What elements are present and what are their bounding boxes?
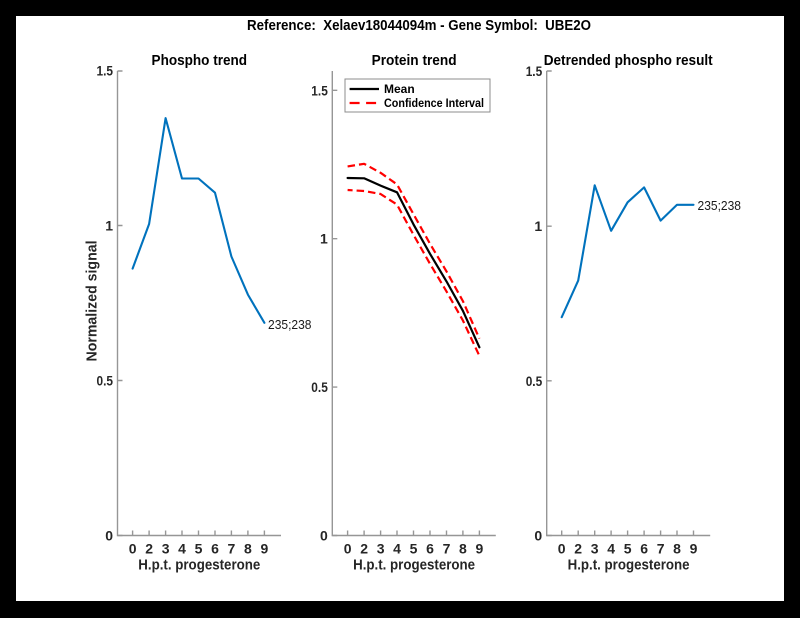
svg-text:6: 6 <box>211 541 219 557</box>
svg-text:1.5: 1.5 <box>97 63 114 79</box>
svg-text:1.5: 1.5 <box>526 63 543 79</box>
svg-text:6: 6 <box>640 541 648 557</box>
svg-text:9: 9 <box>690 541 698 557</box>
svg-text:0: 0 <box>129 541 137 557</box>
svg-text:8: 8 <box>459 541 467 557</box>
svg-text:7: 7 <box>443 541 451 557</box>
svg-text:4: 4 <box>178 541 186 557</box>
svg-text:Detrended phospho result: Detrended phospho result <box>544 53 713 69</box>
svg-text:9: 9 <box>476 541 484 557</box>
svg-text:Reference: Xelaev18044094m -: Reference: Xelaev18044094m - Gene Symbol… <box>247 18 591 34</box>
svg-text:Confidence Interval: Confidence Interval <box>384 96 484 110</box>
svg-text:9: 9 <box>261 541 269 557</box>
svg-text:0.5: 0.5 <box>526 373 543 389</box>
svg-text:3: 3 <box>162 541 170 557</box>
svg-text:235;238: 235;238 <box>698 198 742 213</box>
svg-text:1.5: 1.5 <box>311 82 328 98</box>
svg-text:0: 0 <box>344 541 352 557</box>
svg-text:3: 3 <box>591 541 599 557</box>
svg-text:1: 1 <box>105 218 113 234</box>
svg-text:4: 4 <box>607 541 615 557</box>
svg-text:0: 0 <box>320 528 328 544</box>
svg-text:7: 7 <box>657 541 665 557</box>
svg-text:5: 5 <box>624 541 632 557</box>
svg-text:Normalized signal: Normalized signal <box>85 241 101 362</box>
svg-text:2: 2 <box>360 541 368 557</box>
svg-text:Mean: Mean <box>384 82 415 96</box>
svg-text:235;238: 235;238 <box>268 317 312 332</box>
svg-text:Protein trend: Protein trend <box>372 53 457 69</box>
svg-text:H.p.t. progesterone: H.p.t. progesterone <box>353 558 475 574</box>
svg-text:1: 1 <box>534 218 542 234</box>
svg-text:0: 0 <box>558 541 566 557</box>
svg-text:5: 5 <box>195 541 203 557</box>
svg-text:0.5: 0.5 <box>97 373 114 389</box>
svg-text:1: 1 <box>320 231 328 247</box>
svg-text:H.p.t. progesterone: H.p.t. progesterone <box>568 558 690 574</box>
svg-text:0.5: 0.5 <box>311 379 328 395</box>
svg-text:0: 0 <box>534 528 542 544</box>
svg-text:8: 8 <box>244 541 252 557</box>
svg-text:8: 8 <box>673 541 681 557</box>
svg-text:4: 4 <box>393 541 401 557</box>
svg-text:5: 5 <box>410 541 418 557</box>
svg-text:0: 0 <box>105 528 113 544</box>
svg-text:6: 6 <box>426 541 434 557</box>
svg-text:H.p.t. progesterone: H.p.t. progesterone <box>138 558 260 574</box>
svg-text:2: 2 <box>574 541 582 557</box>
svg-text:2: 2 <box>145 541 153 557</box>
svg-text:3: 3 <box>377 541 385 557</box>
svg-text:Phospho trend: Phospho trend <box>152 53 248 69</box>
svg-text:7: 7 <box>228 541 236 557</box>
